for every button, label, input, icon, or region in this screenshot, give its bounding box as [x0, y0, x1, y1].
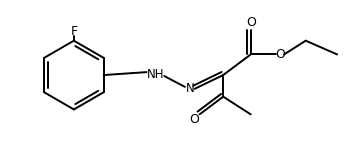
Text: NH: NH	[147, 68, 164, 81]
Text: O: O	[275, 48, 285, 61]
Text: O: O	[189, 113, 198, 126]
Text: N: N	[185, 82, 194, 95]
Text: F: F	[70, 25, 77, 38]
Text: O: O	[246, 16, 256, 29]
